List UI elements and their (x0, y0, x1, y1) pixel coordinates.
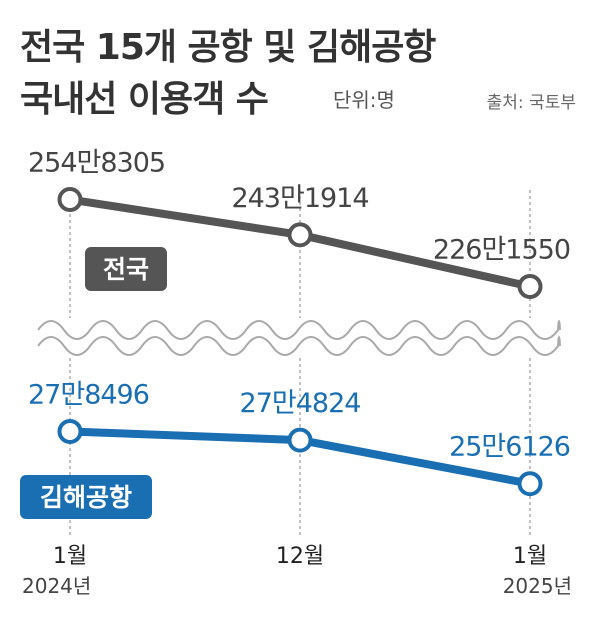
gimhae-point-3 (517, 471, 543, 497)
national-value-label-2: 243만1914 (231, 183, 368, 214)
gimhae-point-2 (287, 427, 313, 453)
gimhae-value-label-2: 27만4824 (240, 388, 361, 419)
gimhae-value-label-1: 27만8496 (28, 380, 149, 411)
national-series-name: 전국 (103, 255, 149, 284)
gimhae-value-label-3: 25만6126 (449, 432, 570, 463)
source-label: 출처: 국토부 (486, 93, 576, 113)
chart-title-line1: 전국 15개 공항 및 김해공항 (20, 27, 436, 68)
tick-bg-3 (496, 538, 564, 570)
tick-bg-1 (36, 538, 104, 570)
national-point-1 (57, 187, 83, 213)
axis-break-line-top (37, 320, 561, 340)
national-point-2 (287, 222, 313, 248)
tick-bg-2 (266, 538, 334, 570)
x-tick-year-1: 2024년 (22, 574, 91, 598)
national-value-label-1: 254만8305 (28, 148, 165, 179)
national-series-badge (85, 247, 167, 291)
x-tick-month-1: 1월 (53, 544, 87, 569)
national-point-3 (517, 273, 543, 299)
gimhae-point-1 (57, 419, 83, 445)
unit-label: 단위:명 (333, 88, 395, 112)
gimhae-series-badge (20, 475, 152, 519)
x-tick-month-2: 12월 (276, 544, 324, 569)
x-tick-year-3: 2025년 (503, 574, 572, 598)
national-value-label-3: 226만1550 (433, 234, 570, 265)
axis-break-line-bottom (37, 336, 561, 356)
chart-title-line2: 국내선 이용객 수 (20, 79, 269, 120)
gimhae-series-name: 김해공항 (40, 483, 132, 512)
x-tick-month-3: 1월 (513, 544, 547, 569)
